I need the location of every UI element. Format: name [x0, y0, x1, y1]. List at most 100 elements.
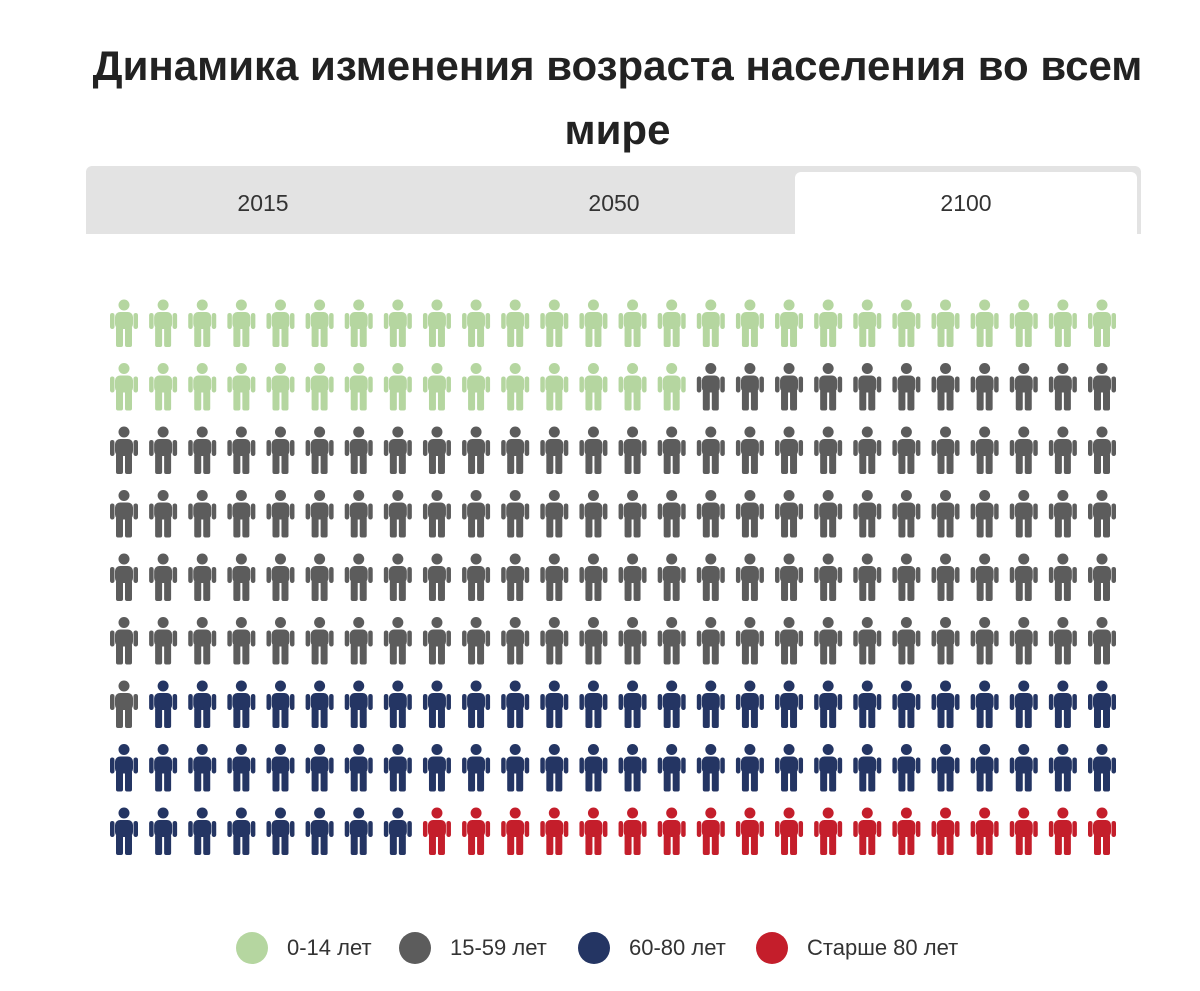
person-icon-15-59: [266, 490, 295, 538]
person-icon-80-plus: [462, 807, 491, 855]
person-icon-15-59: [1048, 490, 1077, 538]
person-icon-15-59: [892, 363, 921, 411]
person-icon-15-59: [188, 490, 217, 538]
person-icon-80-plus: [1048, 807, 1077, 855]
person-icon-15-59: [188, 426, 217, 474]
person-icon-15-59: [1048, 617, 1077, 665]
person-icon-80-plus: [657, 807, 686, 855]
legend-item-0-14: 0-14 лет: [236, 930, 372, 966]
person-icon-15-59: [227, 490, 256, 538]
person-icon-0-14: [501, 363, 530, 411]
person-icon-60-80: [618, 680, 647, 728]
person-icon-60-80: [305, 680, 334, 728]
person-icon-15-59: [344, 617, 373, 665]
legend-label-15-59: 15-59 лет: [450, 935, 547, 960]
person-icon-60-80: [775, 744, 804, 792]
tab-2050[interactable]: 2050: [588, 190, 640, 216]
person-icon-15-59: [1048, 363, 1077, 411]
person-icon-15-59: [970, 363, 999, 411]
person-icon-0-14: [853, 299, 882, 347]
person-icon-0-14: [188, 299, 217, 347]
person-icon-15-59: [814, 426, 843, 474]
person-icon-0-14: [344, 363, 373, 411]
chart-title: Динамика изменения возраста населения во…: [92, 42, 1143, 153]
person-icon-60-80: [344, 680, 373, 728]
person-icon-0-14: [775, 299, 804, 347]
person-icon-15-59: [970, 553, 999, 601]
person-icon-15-59: [149, 617, 178, 665]
person-icon-15-59: [696, 363, 725, 411]
person-icon-15-59: [775, 490, 804, 538]
person-icon-15-59: [853, 426, 882, 474]
person-icon-60-80: [305, 807, 334, 855]
person-icon-0-14: [892, 299, 921, 347]
person-icon-0-14: [1088, 299, 1116, 347]
person-icon-60-80: [266, 680, 295, 728]
person-icon-0-14: [305, 299, 334, 347]
person-icon-15-59: [305, 426, 334, 474]
person-icon-15-59: [462, 490, 491, 538]
person-icon-60-80: [266, 744, 295, 792]
person-icon-15-59: [422, 426, 451, 474]
person-icon-15-59: [775, 617, 804, 665]
person-icon-15-59: [892, 426, 921, 474]
person-icon-60-80: [1088, 680, 1116, 728]
person-icon-0-14: [696, 299, 725, 347]
person-icon-60-80: [188, 807, 217, 855]
person-icon-15-59: [149, 426, 178, 474]
person-icon-60-80: [657, 744, 686, 792]
legend-label-80-plus: Старше 80 лет: [807, 935, 959, 960]
person-icon-15-59: [1088, 553, 1116, 601]
person-icon-15-59: [579, 490, 608, 538]
person-icon-15-59: [618, 426, 647, 474]
person-icon-15-59: [422, 553, 451, 601]
person-icon-0-14: [970, 299, 999, 347]
person-icon-15-59: [735, 553, 764, 601]
person-icon-60-80: [1048, 680, 1077, 728]
person-icon-60-80: [814, 680, 843, 728]
person-icon-15-59: [579, 617, 608, 665]
person-icon-15-59: [775, 426, 804, 474]
person-icon-0-14: [266, 299, 295, 347]
person-icon-60-80: [462, 680, 491, 728]
person-icon-15-59: [696, 553, 725, 601]
person-icon-15-59: [735, 490, 764, 538]
person-icon-80-plus: [775, 807, 804, 855]
person-icon-15-59: [618, 490, 647, 538]
person-icon-0-14: [735, 299, 764, 347]
year-tabs: 2015 2050 2100: [86, 166, 1141, 234]
person-icon-60-80: [110, 744, 138, 792]
person-icon-80-plus: [696, 807, 725, 855]
person-icon-60-80: [383, 680, 412, 728]
person-icon-15-59: [462, 617, 491, 665]
person-icon-0-14: [383, 363, 412, 411]
person-icon-60-80: [696, 680, 725, 728]
person-icon-0-14: [149, 363, 178, 411]
person-icon-80-plus: [579, 807, 608, 855]
person-icon-0-14: [462, 363, 491, 411]
person-icon-15-59: [188, 553, 217, 601]
person-icon-60-80: [853, 680, 882, 728]
person-icon-15-59: [1009, 490, 1038, 538]
person-icon-15-59: [618, 553, 647, 601]
person-icon-15-59: [227, 617, 256, 665]
person-icon-15-59: [501, 426, 530, 474]
tab-2015[interactable]: 2015: [237, 190, 289, 216]
person-icon-0-14: [657, 363, 686, 411]
tab-2100[interactable]: 2100: [795, 172, 1137, 234]
person-icon-15-59: [344, 426, 373, 474]
person-icon-15-59: [227, 553, 256, 601]
person-icon-60-80: [579, 680, 608, 728]
person-icon-15-59: [735, 363, 764, 411]
person-icon-15-59: [501, 490, 530, 538]
person-icon-60-80: [344, 744, 373, 792]
person-icon-60-80: [853, 744, 882, 792]
person-icon-60-80: [1009, 680, 1038, 728]
person-icon-15-59: [383, 553, 412, 601]
legend: 0-14 лет 15-59 лет 60-80 лет Старше 80 л…: [0, 930, 1200, 966]
person-icon-80-plus: [970, 807, 999, 855]
person-icon-60-80: [540, 680, 569, 728]
legend-swatch-15-59: [399, 932, 431, 964]
person-icon-80-plus: [814, 807, 843, 855]
person-icon-60-80: [422, 744, 451, 792]
